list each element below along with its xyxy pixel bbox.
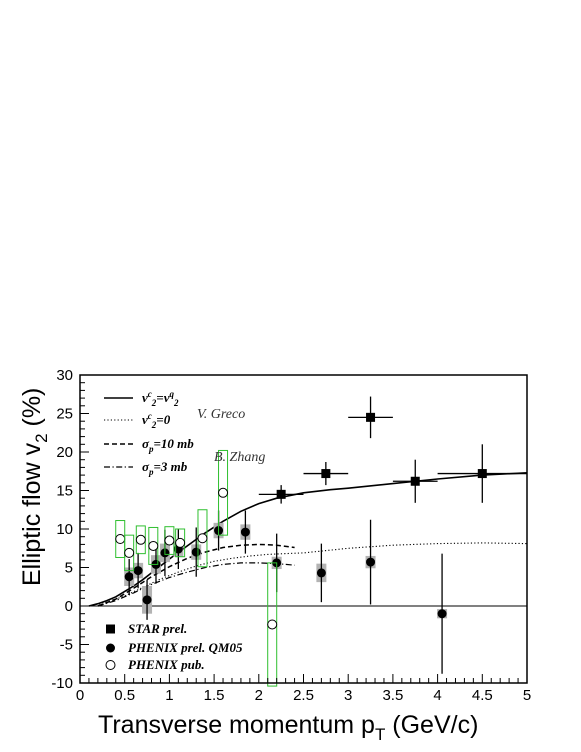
legend-marker-label: PHENIX pub. <box>128 657 205 672</box>
x-tick-label: 3 <box>344 687 352 704</box>
star-point <box>276 489 286 499</box>
legend-curve-label: vc2=0 <box>142 411 171 430</box>
star-point <box>366 412 376 422</box>
phenix-prel-point <box>437 609 447 619</box>
legend-marker-square <box>106 624 115 634</box>
curve-dotted <box>88 542 528 607</box>
legend-marker-label: PHENIX prel. QM05 <box>128 640 243 655</box>
legend-marker-label: STAR prel. <box>128 621 187 636</box>
phenix-prel-point <box>240 527 250 537</box>
x-tick-label: 2 <box>255 687 263 704</box>
phenix-pub-point <box>164 535 175 546</box>
annotation-label: B. Zhang <box>214 450 265 465</box>
y-tick-label: 15 <box>56 483 73 500</box>
y-axis-title: Elliptic flow v2 (%) <box>18 388 51 586</box>
star-point <box>410 476 420 486</box>
phenix-pub-point <box>197 533 208 544</box>
legend-marker-open-circle <box>105 660 116 670</box>
x-tick-label: 4 <box>433 687 441 704</box>
phenix-prel-point <box>133 566 143 576</box>
phenix-pub-point <box>115 534 126 545</box>
annotations: V. Greco B. Zhang <box>197 407 265 465</box>
phenix-pub-point <box>218 487 229 498</box>
x-tick-label: 4.5 <box>472 687 493 704</box>
curve-dashdot <box>97 562 295 607</box>
x-tick-label: 2.5 <box>293 687 314 704</box>
y-tick-label: 5 <box>65 560 73 577</box>
data-points <box>115 396 527 687</box>
phenix-prel-point <box>124 572 134 582</box>
y-tick-label: 0 <box>65 598 73 615</box>
y-tick-label: -5 <box>60 637 73 654</box>
x-tick-label: 3.5 <box>382 687 403 704</box>
legend: vc2=vq2 vc2=0 σp=10 mb σp=3 mb STAR prel. PHE… <box>104 389 243 672</box>
phenix-prel-point <box>191 547 201 557</box>
phenix-pub-point <box>124 547 135 558</box>
x-tick-label: 1.5 <box>204 687 225 704</box>
y-tick-label: 25 <box>56 406 73 423</box>
x-axis-title: Transverse momentum pT (GeV/c) <box>98 711 478 744</box>
phenix-pub-point <box>175 537 186 548</box>
y-tick-label: -10 <box>51 675 73 692</box>
phenix-pub-point <box>267 619 278 630</box>
x-tick-label: 0 <box>76 687 84 704</box>
star-point <box>477 469 487 479</box>
model-curves <box>88 472 528 607</box>
y-tick-label: 30 <box>56 367 73 384</box>
x-tick-label: 1 <box>165 687 173 704</box>
phenix-prel-point <box>366 557 376 567</box>
curve-solid <box>88 472 528 607</box>
x-axis-ticks: 0 0.5 1 1.5 2 2.5 3 3.5 4 4.5 5 <box>76 674 531 704</box>
legend-marker-filled-circle <box>106 643 115 653</box>
x-tick-label: 5 <box>523 687 531 704</box>
y-axis-ticks: -10 -5 0 5 10 15 20 25 30 <box>51 367 89 692</box>
star-point <box>321 469 331 479</box>
phenix-pub-point <box>148 540 159 551</box>
legend-curve-label: vc2=vq2 <box>142 389 179 408</box>
curve-dashed <box>97 543 295 607</box>
y-tick-label: 10 <box>56 521 73 538</box>
legend-curve-label: σp=3 mb <box>142 459 188 477</box>
x-tick-label: 0.5 <box>114 687 135 704</box>
legend-curve-label: σp=10 mb <box>142 436 194 454</box>
y-tick-label: 20 <box>56 444 73 461</box>
annotation-label: V. Greco <box>197 407 245 422</box>
phenix-pub-point <box>135 534 146 545</box>
phenix-prel-point <box>142 595 152 605</box>
phenix-prel-point <box>316 568 326 578</box>
